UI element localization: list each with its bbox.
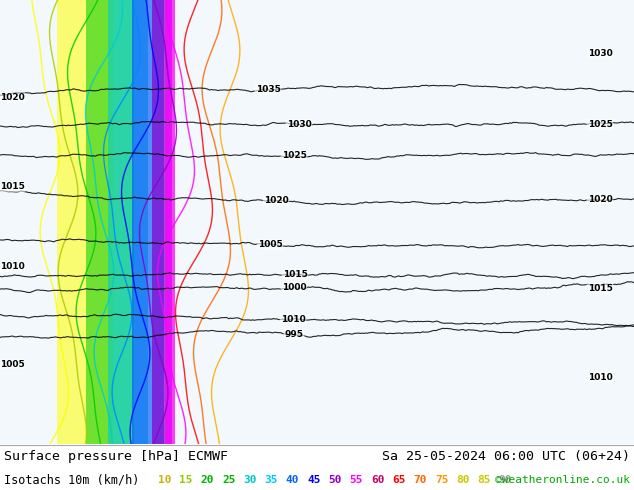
- Text: 45: 45: [307, 475, 321, 485]
- Text: 1010: 1010: [588, 373, 612, 382]
- Text: 30: 30: [243, 475, 257, 485]
- Text: ©weatheronline.co.uk: ©weatheronline.co.uk: [495, 475, 630, 485]
- Text: 1010: 1010: [0, 262, 24, 271]
- Text: 1020: 1020: [264, 196, 288, 205]
- Text: 1025: 1025: [588, 120, 612, 129]
- Text: 60: 60: [371, 475, 384, 485]
- Text: 1030: 1030: [588, 49, 612, 58]
- Text: 1015: 1015: [588, 284, 612, 293]
- Text: 1030: 1030: [287, 120, 311, 129]
- Text: 1005: 1005: [257, 240, 282, 249]
- Text: 10: 10: [158, 475, 172, 485]
- Text: 25: 25: [222, 475, 235, 485]
- Text: 50: 50: [328, 475, 342, 485]
- Text: 35: 35: [264, 475, 278, 485]
- Polygon shape: [57, 0, 113, 444]
- Text: 1010: 1010: [281, 315, 306, 324]
- Text: 20: 20: [200, 475, 214, 485]
- Polygon shape: [0, 0, 634, 444]
- Text: 1035: 1035: [256, 85, 280, 94]
- Text: 1020: 1020: [588, 196, 612, 204]
- Text: 55: 55: [349, 475, 363, 485]
- Text: 1000: 1000: [281, 283, 306, 292]
- Text: 1015: 1015: [0, 182, 25, 191]
- Text: Sa 25-05-2024 06:00 UTC (06+24): Sa 25-05-2024 06:00 UTC (06+24): [382, 450, 630, 463]
- Text: Isotachs 10m (km/h): Isotachs 10m (km/h): [4, 473, 139, 487]
- Text: 15: 15: [179, 475, 193, 485]
- Text: 1005: 1005: [0, 360, 24, 368]
- Text: 90: 90: [499, 475, 512, 485]
- Text: 65: 65: [392, 475, 406, 485]
- Polygon shape: [132, 0, 164, 444]
- Text: Surface pressure [hPa] ECMWF: Surface pressure [hPa] ECMWF: [4, 450, 228, 463]
- Text: 1015: 1015: [283, 270, 307, 279]
- Polygon shape: [152, 0, 172, 444]
- Text: 40: 40: [286, 475, 299, 485]
- Text: 1025: 1025: [281, 151, 306, 160]
- Text: 995: 995: [285, 330, 304, 339]
- Text: 80: 80: [456, 475, 470, 485]
- Text: 70: 70: [413, 475, 427, 485]
- Text: 1020: 1020: [0, 93, 24, 102]
- Polygon shape: [165, 0, 175, 444]
- Polygon shape: [86, 0, 134, 444]
- Text: 85: 85: [477, 475, 491, 485]
- Text: 75: 75: [435, 475, 448, 485]
- Polygon shape: [108, 0, 148, 444]
